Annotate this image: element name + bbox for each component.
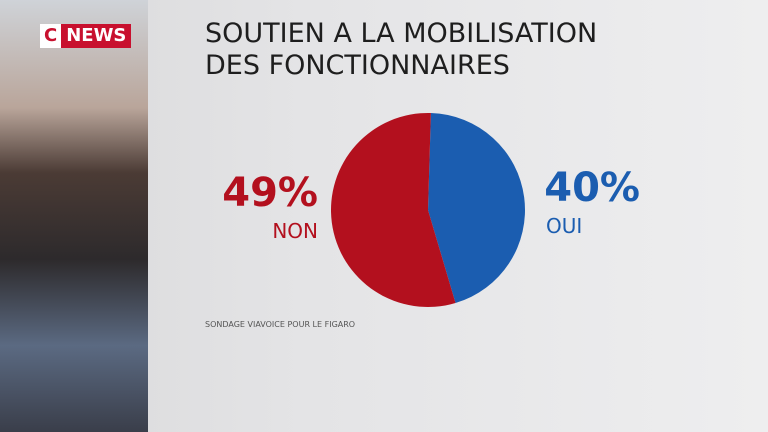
channel-logo: C NEWS bbox=[40, 24, 132, 48]
chart-title: SOUTIEN A LA MOBILISATION DES FONCTIONNA… bbox=[205, 18, 598, 81]
logo-prefix: C bbox=[40, 24, 62, 48]
category-label: NON bbox=[272, 219, 318, 243]
category-label: OUI bbox=[546, 214, 582, 238]
source-note: SONDAGE VIAVOICE POUR LE FIGARO bbox=[205, 320, 356, 329]
value-label: 49% bbox=[222, 170, 318, 216]
pie-slice bbox=[330, 113, 456, 308]
logo-name: NEWS bbox=[61, 24, 132, 48]
value-label: 40% bbox=[544, 165, 640, 211]
background-photo bbox=[0, 0, 148, 432]
pie-slice bbox=[428, 113, 525, 304]
